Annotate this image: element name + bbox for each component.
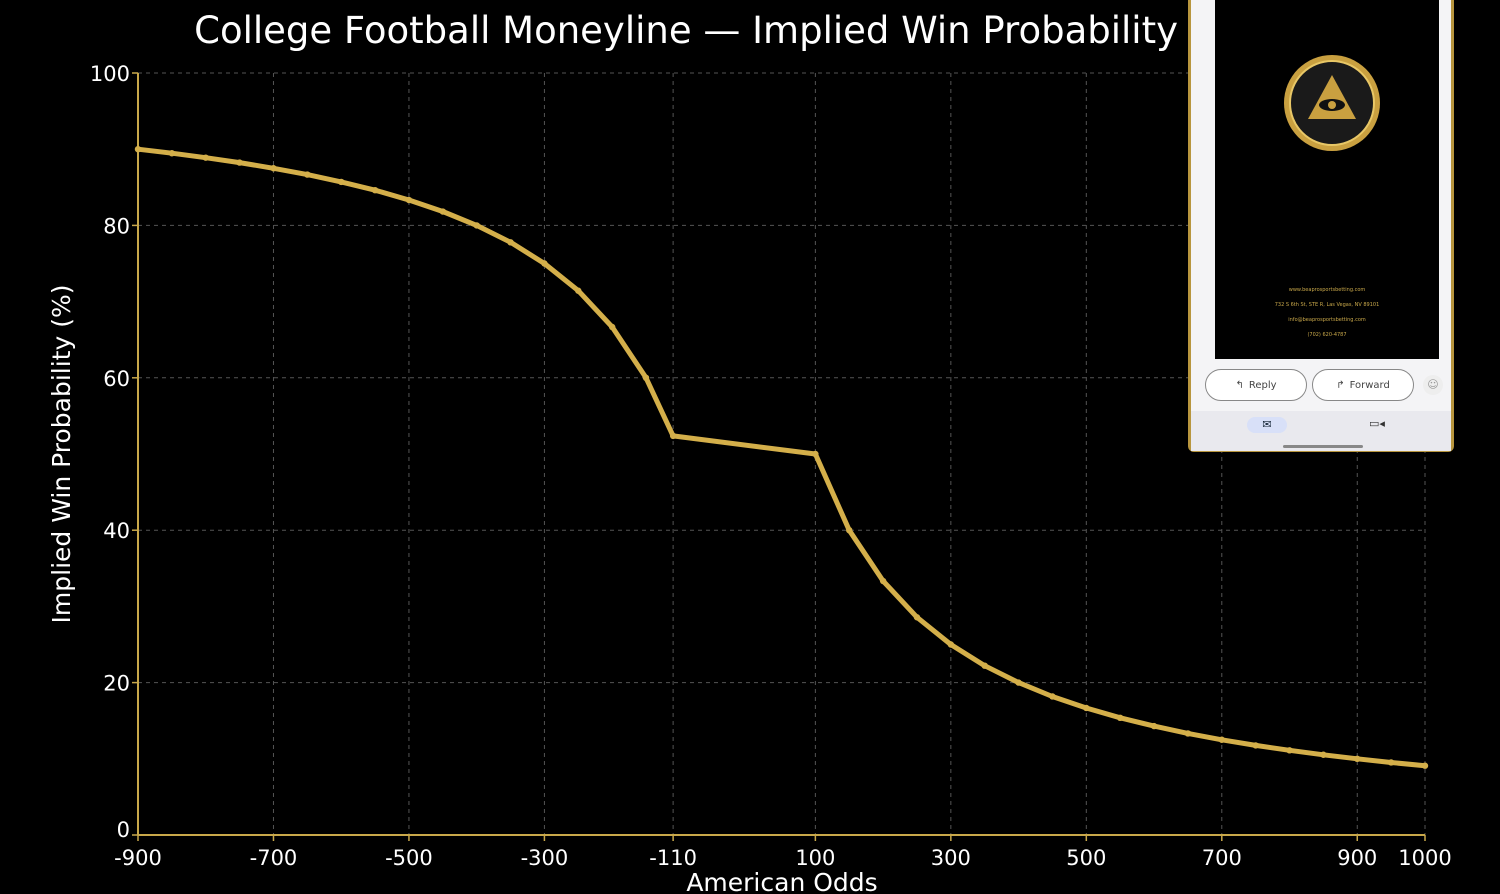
- data-point: [879, 577, 887, 585]
- data-point: [947, 641, 955, 648]
- phone-text: (702) 620-4787: [1307, 332, 1347, 338]
- address-text: 732 S 6th St, STE R, Las Vegas, NV 89101: [1274, 302, 1380, 308]
- x-axis-label: American Odds: [686, 868, 877, 894]
- data-point: [1184, 730, 1192, 737]
- y-tick-label: 60: [103, 367, 130, 391]
- video-icon[interactable]: ▭◂: [1369, 417, 1385, 430]
- data-point: [473, 222, 480, 229]
- data-point: [913, 614, 921, 621]
- data-point: [541, 260, 548, 267]
- email-body: www.beaprosportsbetting.com 732 S 6th St…: [1215, 0, 1439, 359]
- mail-icon[interactable]: ✉: [1247, 417, 1287, 433]
- y-tick-label: 0: [117, 818, 130, 842]
- forward-icon: ↱: [1336, 379, 1345, 391]
- email-text[interactable]: info@beaprosportsbetting.com: [1288, 317, 1366, 323]
- data-point: [1252, 742, 1259, 749]
- y-tick-label: 100: [90, 62, 130, 86]
- data-point: [202, 154, 209, 161]
- data-point: [1421, 762, 1429, 769]
- data-point: [608, 323, 616, 331]
- data-point: [1083, 704, 1090, 712]
- data-point: [812, 450, 819, 458]
- x-tick-label: -500: [385, 846, 433, 870]
- reply-button[interactable]: ↰ Reply: [1205, 369, 1307, 401]
- data-point: [1354, 755, 1361, 762]
- data-point: [1320, 751, 1327, 758]
- be-a-pro-logo: [1284, 55, 1380, 151]
- data-point: [405, 196, 413, 204]
- x-tick-label: -700: [250, 846, 298, 870]
- series-line: [137, 146, 1426, 769]
- data-point: [168, 150, 176, 157]
- data-point: [1150, 722, 1158, 730]
- data-point: [304, 171, 311, 178]
- x-tick-label: 900: [1337, 846, 1377, 870]
- data-point: [575, 287, 582, 294]
- y-tick-label: 40: [103, 519, 130, 543]
- data-point: [134, 146, 142, 153]
- data-point: [1387, 759, 1395, 766]
- data-point: [270, 165, 277, 172]
- x-tick-label: 100: [795, 846, 835, 870]
- data-point: [642, 374, 650, 381]
- x-tick-label: 1000: [1398, 846, 1451, 870]
- x-tick-label: -300: [521, 846, 569, 870]
- website-text[interactable]: www.beaprosportsbetting.com: [1288, 287, 1366, 293]
- forward-button[interactable]: ↱ Forward: [1312, 369, 1414, 401]
- emoji-reaction-icon[interactable]: ☺: [1423, 375, 1443, 395]
- data-point: [439, 208, 447, 215]
- data-point: [1116, 714, 1124, 722]
- home-handle: [1283, 445, 1363, 448]
- data-point: [846, 527, 853, 534]
- data-point: [507, 239, 514, 246]
- data-point: [981, 662, 988, 669]
- data-point: [1218, 736, 1225, 743]
- x-tick-label: 700: [1202, 846, 1242, 870]
- data-point: [1049, 693, 1056, 700]
- data-point: [669, 432, 677, 440]
- chart-title: College Football Moneyline — Implied Win…: [194, 9, 1178, 52]
- reply-icon: ↰: [1235, 379, 1244, 391]
- x-tick-label: -110: [649, 846, 697, 870]
- data-point: [371, 186, 379, 194]
- x-tick-label: 500: [1066, 846, 1106, 870]
- data-point: [1286, 747, 1293, 754]
- email-preview-overlay: www.beaprosportsbetting.com 732 S 6th St…: [1188, 0, 1454, 452]
- y-tick-label: 80: [103, 214, 130, 238]
- data-point: [1015, 679, 1022, 686]
- bottom-nav: ✉ ▭◂: [1191, 411, 1451, 451]
- data-point: [236, 159, 243, 166]
- data-point: [338, 178, 345, 186]
- y-axis-label: Implied Win Probability (%): [47, 285, 76, 624]
- y-tick-label: 20: [103, 672, 130, 696]
- x-tick-label: -900: [114, 846, 162, 870]
- x-tick-label: 300: [931, 846, 971, 870]
